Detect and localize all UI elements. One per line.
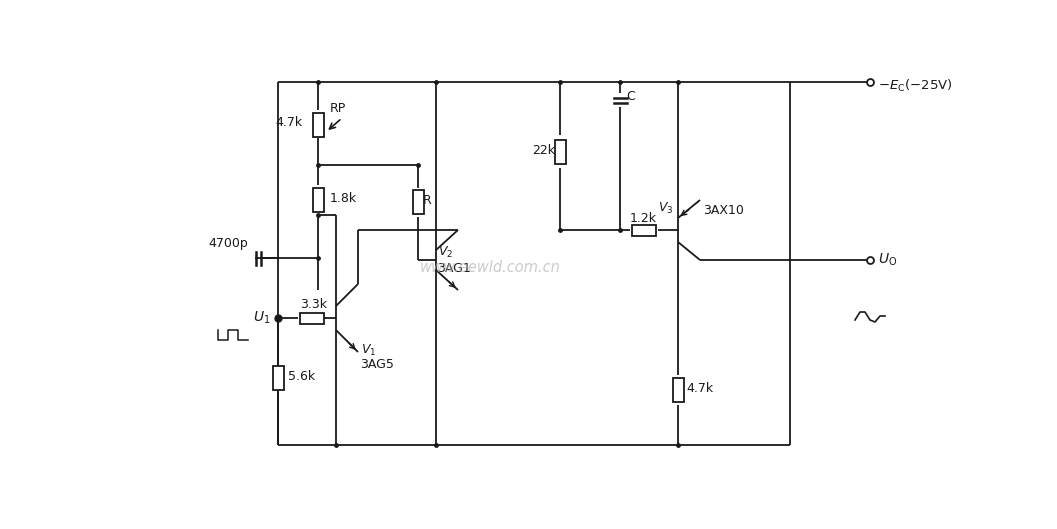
Text: $U_1$: $U_1$	[253, 310, 270, 326]
Text: www.eewld.com.cn: www.eewld.com.cn	[420, 260, 560, 276]
Bar	[313, 188, 323, 212]
Text: 4700p: 4700p	[208, 238, 247, 251]
Text: 1.2k: 1.2k	[630, 212, 657, 224]
Text: 3.3k: 3.3k	[300, 298, 327, 312]
Text: 22k: 22k	[532, 143, 555, 157]
Bar	[273, 366, 283, 390]
Text: 3AG5: 3AG5	[360, 359, 394, 371]
Text: $-E_{\rm C}(-25{\rm V})$: $-E_{\rm C}(-25{\rm V})$	[878, 78, 952, 94]
Bar	[555, 140, 565, 164]
Text: C: C	[626, 90, 635, 104]
Text: 3AX10: 3AX10	[703, 204, 744, 216]
Bar	[672, 378, 684, 402]
Text: 1.8k: 1.8k	[330, 191, 357, 205]
Bar	[632, 224, 656, 235]
Bar	[300, 313, 324, 324]
Text: 4.7k: 4.7k	[686, 381, 713, 395]
Bar	[313, 113, 323, 137]
Text: $U_{\rm O}$: $U_{\rm O}$	[878, 252, 897, 268]
Text: 3AG1: 3AG1	[437, 261, 470, 275]
Text: RP: RP	[330, 102, 347, 114]
Text: 4.7k: 4.7k	[275, 116, 302, 130]
Text: R: R	[423, 194, 431, 206]
Text: $V_3$: $V_3$	[657, 200, 673, 215]
Text: 5.6k: 5.6k	[288, 369, 315, 382]
Text: $V_1$: $V_1$	[361, 342, 376, 358]
Text: $V_2$: $V_2$	[438, 244, 453, 260]
Bar	[412, 190, 424, 214]
